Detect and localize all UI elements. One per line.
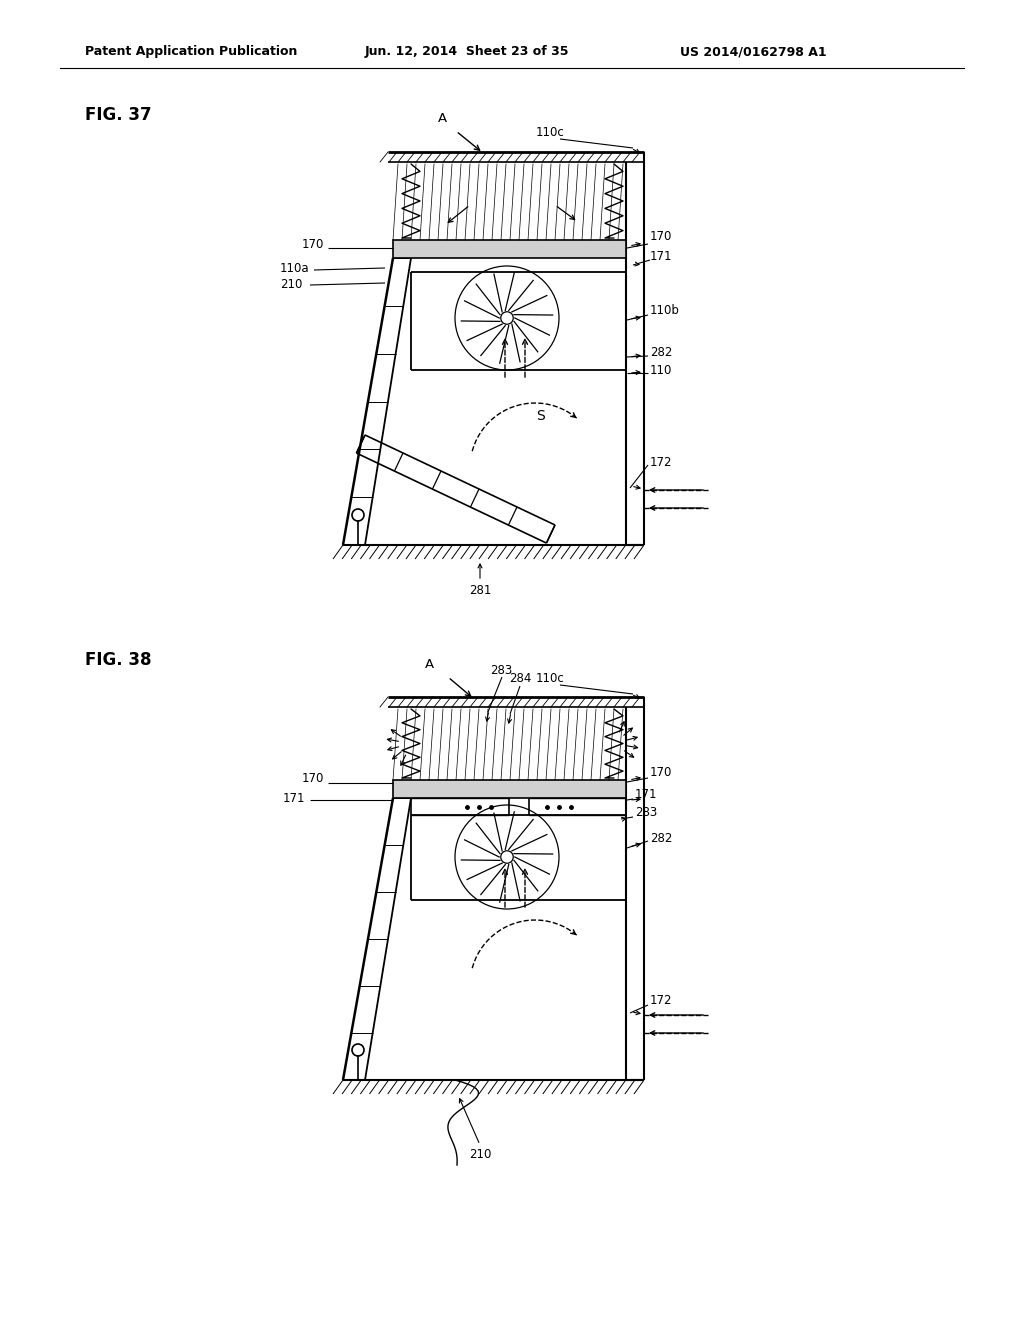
Text: A: A — [425, 657, 434, 671]
Text: 171: 171 — [635, 788, 657, 801]
Text: 170: 170 — [302, 238, 325, 251]
Text: 172: 172 — [650, 994, 673, 1006]
Text: 170: 170 — [650, 230, 673, 243]
Text: 110b: 110b — [650, 304, 680, 317]
Text: 170: 170 — [650, 767, 673, 780]
Text: A: A — [438, 111, 447, 124]
Text: 171: 171 — [283, 792, 305, 804]
Text: FIG. 38: FIG. 38 — [85, 651, 152, 669]
Text: 110a: 110a — [280, 261, 309, 275]
Bar — [393, 780, 626, 799]
Text: FIG. 37: FIG. 37 — [85, 106, 152, 124]
Text: Patent Application Publication: Patent Application Publication — [85, 45, 297, 58]
Text: 281: 281 — [469, 583, 492, 597]
Text: 110c: 110c — [536, 125, 565, 139]
Text: 110: 110 — [650, 363, 673, 376]
Text: US 2014/0162798 A1: US 2014/0162798 A1 — [680, 45, 826, 58]
Text: S: S — [536, 409, 545, 422]
Text: 282: 282 — [650, 832, 673, 845]
Text: 282: 282 — [650, 346, 673, 359]
Text: 284: 284 — [509, 672, 531, 685]
Text: 171: 171 — [650, 249, 673, 263]
Circle shape — [501, 851, 513, 863]
Text: 110c: 110c — [536, 672, 565, 685]
Text: 283: 283 — [635, 807, 657, 820]
Text: 283: 283 — [490, 664, 512, 676]
Text: 210: 210 — [469, 1148, 492, 1162]
Circle shape — [501, 312, 513, 325]
Bar — [393, 240, 626, 257]
Text: 210: 210 — [280, 279, 302, 292]
Text: Jun. 12, 2014  Sheet 23 of 35: Jun. 12, 2014 Sheet 23 of 35 — [365, 45, 569, 58]
Text: 170: 170 — [302, 772, 325, 785]
Text: 172: 172 — [650, 455, 673, 469]
